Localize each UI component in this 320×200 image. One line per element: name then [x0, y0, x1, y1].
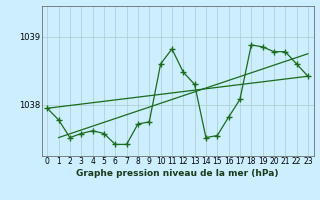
X-axis label: Graphe pression niveau de la mer (hPa): Graphe pression niveau de la mer (hPa): [76, 169, 279, 178]
